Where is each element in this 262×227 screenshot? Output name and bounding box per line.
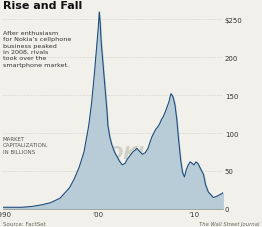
- Text: NOKIA: NOKIA: [93, 144, 158, 162]
- Text: Rise and Fall: Rise and Fall: [3, 1, 82, 11]
- Text: The Wall Street Journal: The Wall Street Journal: [199, 221, 259, 226]
- Text: After enthusiasm
for Nokia’s cellphone
business peaked
in 2008, rivals
took over: After enthusiasm for Nokia’s cellphone b…: [3, 31, 71, 67]
- Text: Source: FactSet: Source: FactSet: [3, 221, 45, 226]
- Text: MARKET
CAPITALIZATION,
IN BILLIONS: MARKET CAPITALIZATION, IN BILLIONS: [3, 136, 48, 154]
